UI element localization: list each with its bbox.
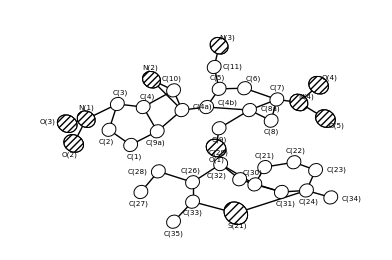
- Ellipse shape: [270, 93, 284, 106]
- Text: C(8a): C(8a): [261, 105, 281, 112]
- Ellipse shape: [200, 100, 214, 114]
- Ellipse shape: [167, 84, 180, 97]
- Ellipse shape: [238, 82, 252, 95]
- Text: C(21): C(21): [255, 152, 275, 159]
- Text: C(7): C(7): [269, 85, 285, 91]
- Ellipse shape: [111, 98, 124, 110]
- Text: C(31): C(31): [275, 200, 295, 207]
- Text: C(2): C(2): [98, 138, 114, 145]
- Text: C(10): C(10): [162, 76, 181, 82]
- Ellipse shape: [274, 185, 289, 199]
- Ellipse shape: [290, 94, 308, 111]
- Text: S(21): S(21): [228, 222, 247, 229]
- Text: C(4): C(4): [139, 93, 154, 100]
- Text: C(3): C(3): [113, 89, 128, 96]
- Ellipse shape: [309, 164, 323, 177]
- Text: N(2): N(2): [142, 65, 158, 72]
- Ellipse shape: [185, 195, 200, 208]
- Ellipse shape: [243, 103, 256, 117]
- Ellipse shape: [248, 178, 262, 191]
- Text: O(3): O(3): [40, 119, 56, 125]
- Text: C(34): C(34): [341, 196, 361, 202]
- Ellipse shape: [264, 114, 278, 127]
- Ellipse shape: [316, 110, 335, 127]
- Ellipse shape: [175, 103, 189, 117]
- Ellipse shape: [258, 160, 272, 174]
- Ellipse shape: [185, 176, 200, 189]
- Text: O(5): O(5): [328, 123, 344, 129]
- Text: C(24): C(24): [298, 199, 318, 205]
- Text: C(28): C(28): [128, 168, 148, 175]
- Ellipse shape: [324, 191, 338, 204]
- Text: C(29): C(29): [209, 149, 229, 156]
- Ellipse shape: [57, 115, 77, 133]
- Text: N(3): N(3): [219, 35, 234, 41]
- Ellipse shape: [224, 202, 248, 224]
- Ellipse shape: [150, 125, 164, 138]
- Text: C(4a): C(4a): [192, 104, 212, 110]
- Text: O(2): O(2): [62, 152, 78, 158]
- Text: N(1): N(1): [78, 104, 94, 111]
- Text: C(9a): C(9a): [145, 140, 165, 146]
- Text: O(4): O(4): [321, 74, 337, 81]
- Text: C(8): C(8): [263, 129, 279, 135]
- Text: C(1): C(1): [127, 153, 142, 160]
- Ellipse shape: [210, 37, 228, 54]
- Ellipse shape: [214, 158, 228, 171]
- Text: C(30): C(30): [243, 170, 263, 176]
- Ellipse shape: [299, 184, 314, 197]
- Text: C(27): C(27): [129, 200, 149, 207]
- Ellipse shape: [77, 111, 95, 127]
- Ellipse shape: [212, 82, 226, 95]
- Text: C(11): C(11): [223, 64, 242, 70]
- Text: C(35): C(35): [163, 231, 183, 237]
- Ellipse shape: [134, 185, 148, 199]
- Ellipse shape: [233, 173, 247, 186]
- Ellipse shape: [287, 156, 301, 169]
- Text: C(23): C(23): [326, 167, 346, 173]
- Ellipse shape: [151, 165, 165, 178]
- Ellipse shape: [212, 122, 226, 135]
- Ellipse shape: [309, 76, 328, 94]
- Text: C(5): C(5): [210, 74, 225, 81]
- Ellipse shape: [124, 138, 138, 152]
- Text: C(26): C(26): [181, 167, 201, 174]
- Text: C(22): C(22): [286, 147, 306, 154]
- Ellipse shape: [167, 215, 180, 228]
- Ellipse shape: [207, 60, 221, 74]
- Text: C(4b): C(4b): [217, 99, 237, 106]
- Text: N(4): N(4): [299, 93, 314, 100]
- Text: C(6): C(6): [245, 76, 261, 82]
- Ellipse shape: [143, 72, 160, 88]
- Text: C(33): C(33): [183, 210, 203, 217]
- Ellipse shape: [206, 139, 226, 157]
- Ellipse shape: [136, 100, 150, 114]
- Text: O(1): O(1): [208, 156, 224, 163]
- Text: C(9): C(9): [212, 136, 227, 143]
- Ellipse shape: [102, 123, 116, 136]
- Text: C(32): C(32): [207, 172, 226, 179]
- Ellipse shape: [64, 135, 83, 152]
